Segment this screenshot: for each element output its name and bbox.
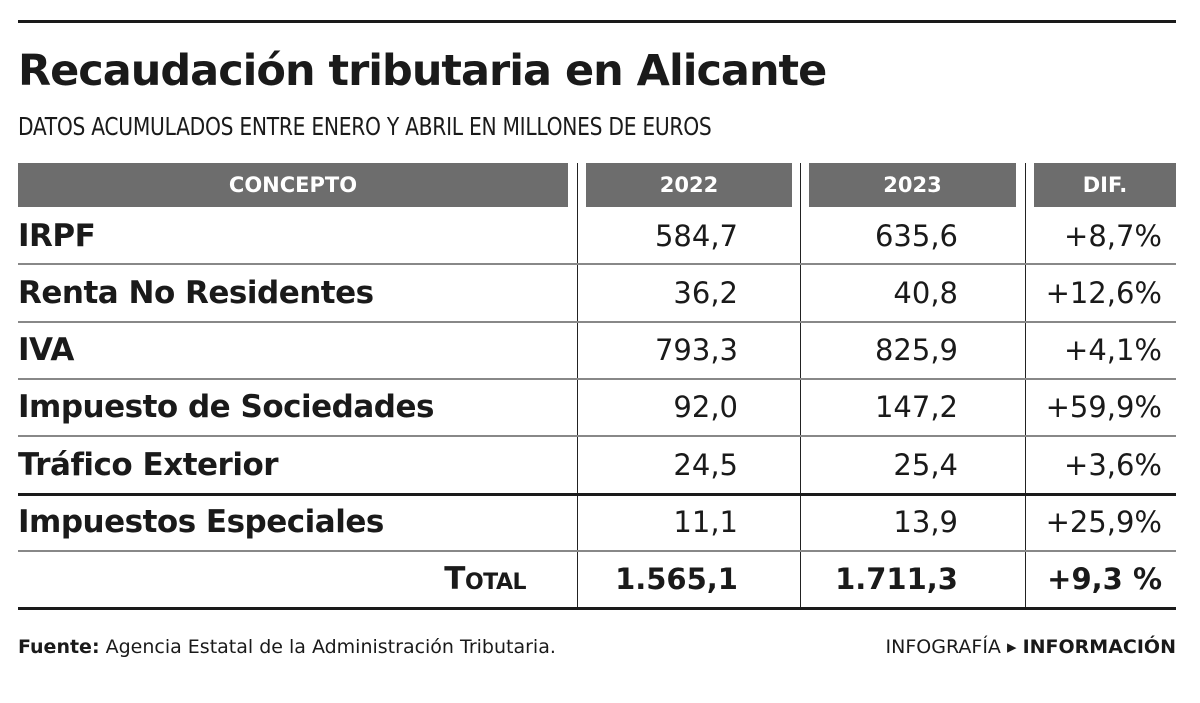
value-2022-cell: 92,0 bbox=[673, 390, 738, 425]
dif-cell: +25,9% bbox=[1045, 505, 1162, 539]
table-row: IVA 793,3 825,9 +4,1% bbox=[18, 322, 1176, 379]
dif-cell: +4,1% bbox=[1064, 333, 1162, 368]
source-text: Agencia Estatal de la Administración Tri… bbox=[105, 636, 556, 658]
value-2022-cell: 36,2 bbox=[673, 275, 738, 310]
top-rule bbox=[18, 20, 1176, 23]
value-2022-cell: 11,1 bbox=[673, 505, 738, 539]
credit: INFOGRAFÍA ▸ INFORMACIÓN bbox=[886, 636, 1176, 658]
value-2022-cell: 1.565,1 bbox=[615, 562, 738, 597]
header-2022: 2022 bbox=[586, 163, 792, 207]
value-2023-cell: 825,9 bbox=[874, 333, 958, 368]
row-divider bbox=[18, 549, 1176, 552]
row-divider bbox=[18, 377, 1176, 380]
table-row: Impuesto de Sociedades 92,0 147,2 +59,9% bbox=[18, 379, 1176, 436]
value-2023-cell: 147,2 bbox=[874, 390, 958, 425]
arrow-icon: ▸ bbox=[1006, 636, 1017, 658]
concept-cell: Tráfico Exterior bbox=[18, 446, 279, 483]
concept-cell: Total bbox=[444, 561, 526, 598]
row-divider bbox=[18, 607, 1176, 611]
page-title: Recaudación tributaria en Alicante bbox=[18, 46, 827, 96]
header-dif: DIF. bbox=[1034, 163, 1176, 207]
concept-cell: Impuestos Especiales bbox=[18, 504, 384, 540]
column-divider bbox=[1025, 163, 1026, 610]
concept-cell: Impuesto de Sociedades bbox=[18, 389, 434, 426]
header-concepto: CONCEPTO bbox=[18, 163, 568, 207]
value-2023-cell: 13,9 bbox=[893, 505, 958, 539]
credit-name: INFORMACIÓN bbox=[1022, 636, 1176, 658]
column-divider bbox=[577, 163, 578, 610]
dif-cell: +3,6% bbox=[1064, 447, 1162, 482]
credit-prefix: INFOGRAFÍA bbox=[885, 636, 1001, 658]
source-label: Fuente: bbox=[18, 636, 100, 658]
row-divider bbox=[18, 435, 1176, 438]
value-2022-cell: 24,5 bbox=[673, 447, 738, 482]
header-2023: 2023 bbox=[809, 163, 1016, 207]
concept-cell: IVA bbox=[18, 332, 74, 369]
dif-cell: +12,6% bbox=[1045, 275, 1162, 310]
column-divider bbox=[800, 163, 801, 610]
dif-cell: +8,7% bbox=[1064, 218, 1162, 253]
concept-cell: IRPF bbox=[18, 217, 96, 254]
table-row: Renta No Residentes 36,2 40,8 +12,6% bbox=[18, 264, 1176, 321]
row-divider bbox=[18, 320, 1176, 323]
table-row: Impuestos Especiales 11,1 13,9 +25,9% bbox=[18, 494, 1176, 551]
subtitle: DATOS ACUMULADOS ENTRE ENERO Y ABRIL EN … bbox=[18, 112, 712, 141]
dif-cell: +9,3 % bbox=[1047, 562, 1162, 597]
value-2023-cell: 1.711,3 bbox=[835, 562, 958, 597]
dif-cell: +59,9% bbox=[1045, 390, 1162, 425]
value-2022-cell: 584,7 bbox=[654, 218, 738, 253]
value-2022-cell: 793,3 bbox=[654, 333, 738, 368]
value-2023-cell: 25,4 bbox=[893, 447, 958, 482]
row-divider bbox=[18, 263, 1176, 266]
table-row: Tráfico Exterior 24,5 25,4 +3,6% bbox=[18, 436, 1176, 493]
source-note: Fuente: Agencia Estatal de la Administra… bbox=[18, 636, 556, 658]
total-row: Total 1.565,1 1.711,3 +9,3 % bbox=[18, 551, 1176, 608]
value-2023-cell: 40,8 bbox=[893, 275, 958, 310]
value-2023-cell: 635,6 bbox=[874, 218, 958, 253]
concept-cell: Renta No Residentes bbox=[18, 274, 374, 311]
table-row: IRPF 584,7 635,6 +8,7% bbox=[18, 207, 1176, 264]
row-divider bbox=[18, 492, 1176, 496]
